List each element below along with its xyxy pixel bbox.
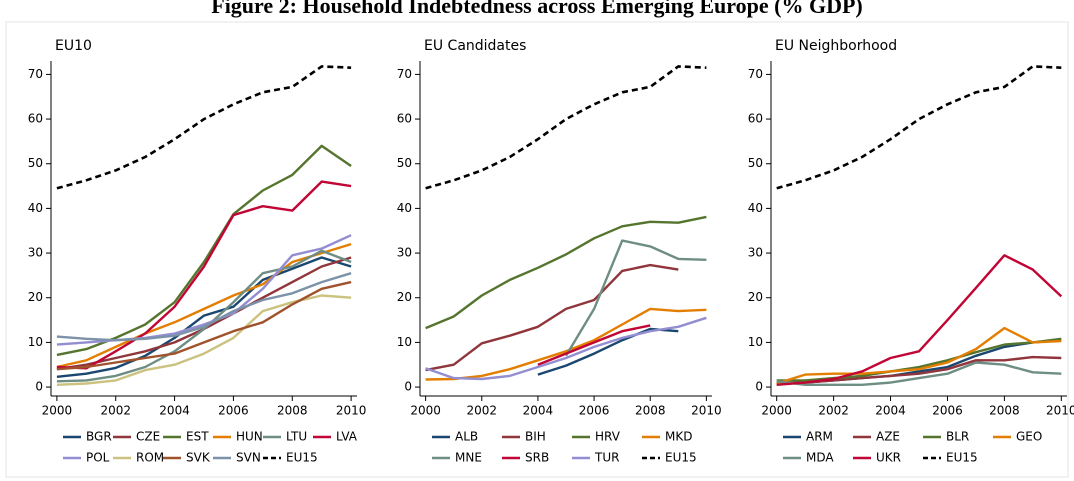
series-line	[425, 65, 707, 190]
x-tick-label: 2002	[818, 404, 849, 418]
x-tick-label: 2006	[218, 404, 249, 418]
x-tick-label: 2000	[410, 404, 441, 418]
x-tick-label: 2008	[635, 404, 666, 418]
y-tick-label: 70	[397, 67, 412, 81]
y-tick-label: 50	[28, 156, 43, 170]
y-tick-label: 0	[35, 380, 43, 394]
panel-title: EU Neighborhood	[775, 38, 897, 54]
y-tick-label: 40	[748, 201, 763, 215]
y-tick-label: 30	[748, 246, 763, 260]
series-line	[56, 256, 352, 378]
legend-label: ALB	[455, 430, 478, 444]
y-tick-label: 30	[397, 246, 412, 260]
series-line	[425, 215, 707, 330]
legend-label: GEO	[1016, 430, 1042, 444]
legend-label: EU15	[946, 451, 978, 465]
y-tick-label: 50	[397, 156, 412, 170]
y-tick-label: 50	[748, 156, 763, 170]
figure-frame	[5, 21, 1069, 478]
x-tick-label: 2002	[100, 404, 131, 418]
x-tick-label: 2006	[932, 404, 963, 418]
legend-label: TUR	[594, 451, 619, 465]
legend-label: MKD	[665, 430, 692, 444]
legend-label: BGR	[86, 430, 112, 444]
x-tick-label: 2010	[1046, 404, 1074, 418]
panel-title: EU Candidates	[424, 38, 526, 54]
series-line	[56, 65, 352, 190]
series-line	[56, 180, 352, 370]
legend-label: CZE	[136, 430, 160, 444]
y-tick-label: 70	[28, 67, 43, 81]
series-line	[425, 307, 707, 381]
legend-label: SVK	[186, 451, 211, 465]
y-tick-label: 60	[748, 112, 763, 126]
series-line	[776, 254, 1063, 386]
x-tick-label: 2008	[989, 404, 1020, 418]
series-line	[537, 324, 651, 366]
series-line	[425, 316, 707, 381]
y-tick-label: 20	[748, 290, 763, 304]
y-tick-label: 10	[397, 335, 412, 349]
legend-label: LTU	[286, 430, 307, 444]
x-tick-label: 2010	[691, 404, 722, 418]
y-tick-label: 20	[397, 290, 412, 304]
legend-label: EST	[186, 430, 209, 444]
legend-label: AZE	[876, 430, 900, 444]
legend-label: MDA	[806, 451, 834, 465]
series-line	[56, 272, 352, 342]
x-tick-label: 2000	[42, 404, 73, 418]
legend-label: UKR	[876, 451, 901, 465]
legend-label: ARM	[806, 430, 833, 444]
legend-label: BIH	[525, 430, 546, 444]
legend-label: BLR	[946, 430, 969, 444]
legend-label: SVN	[236, 451, 261, 465]
series-line	[776, 337, 1062, 382]
x-tick-label: 2006	[579, 404, 610, 418]
y-tick-label: 40	[397, 201, 412, 215]
legend-label: EU15	[665, 451, 697, 465]
legend-label: EU15	[286, 451, 318, 465]
y-tick-label: 10	[748, 335, 763, 349]
y-tick-label: 10	[28, 335, 43, 349]
series-line	[564, 239, 707, 357]
series-line	[56, 280, 352, 371]
legend-label: LVA	[336, 430, 358, 444]
legend-label: ROM	[136, 451, 164, 465]
panel-title: EU10	[55, 38, 92, 54]
x-tick-label: 2004	[159, 404, 190, 418]
series-line	[425, 263, 679, 372]
y-tick-label: 0	[404, 380, 412, 394]
y-tick-label: 60	[397, 112, 412, 126]
x-tick-label: 2000	[761, 404, 792, 418]
legend-label: HRV	[595, 430, 621, 444]
x-tick-label: 2004	[875, 404, 906, 418]
series-line	[776, 326, 1062, 385]
series-line	[56, 249, 352, 383]
x-tick-label: 2008	[277, 404, 308, 418]
x-tick-label: 2010	[336, 404, 367, 418]
series-line	[56, 242, 352, 369]
y-tick-label: 0	[755, 380, 763, 394]
figure-title: Figure 2: Household Indebtedness across …	[211, 0, 862, 18]
x-tick-label: 2002	[466, 404, 497, 418]
y-tick-label: 40	[28, 201, 43, 215]
x-tick-label: 2004	[523, 404, 554, 418]
y-tick-label: 60	[28, 112, 43, 126]
legend-label: SRB	[525, 451, 549, 465]
series-line	[776, 65, 1062, 190]
legend-label: MNE	[455, 451, 482, 465]
y-tick-label: 20	[28, 290, 43, 304]
y-tick-label: 70	[748, 67, 763, 81]
y-tick-label: 30	[28, 246, 43, 260]
legend-label: HUN	[236, 430, 263, 444]
legend-label: POL	[86, 451, 110, 465]
series-line	[776, 361, 1062, 386]
